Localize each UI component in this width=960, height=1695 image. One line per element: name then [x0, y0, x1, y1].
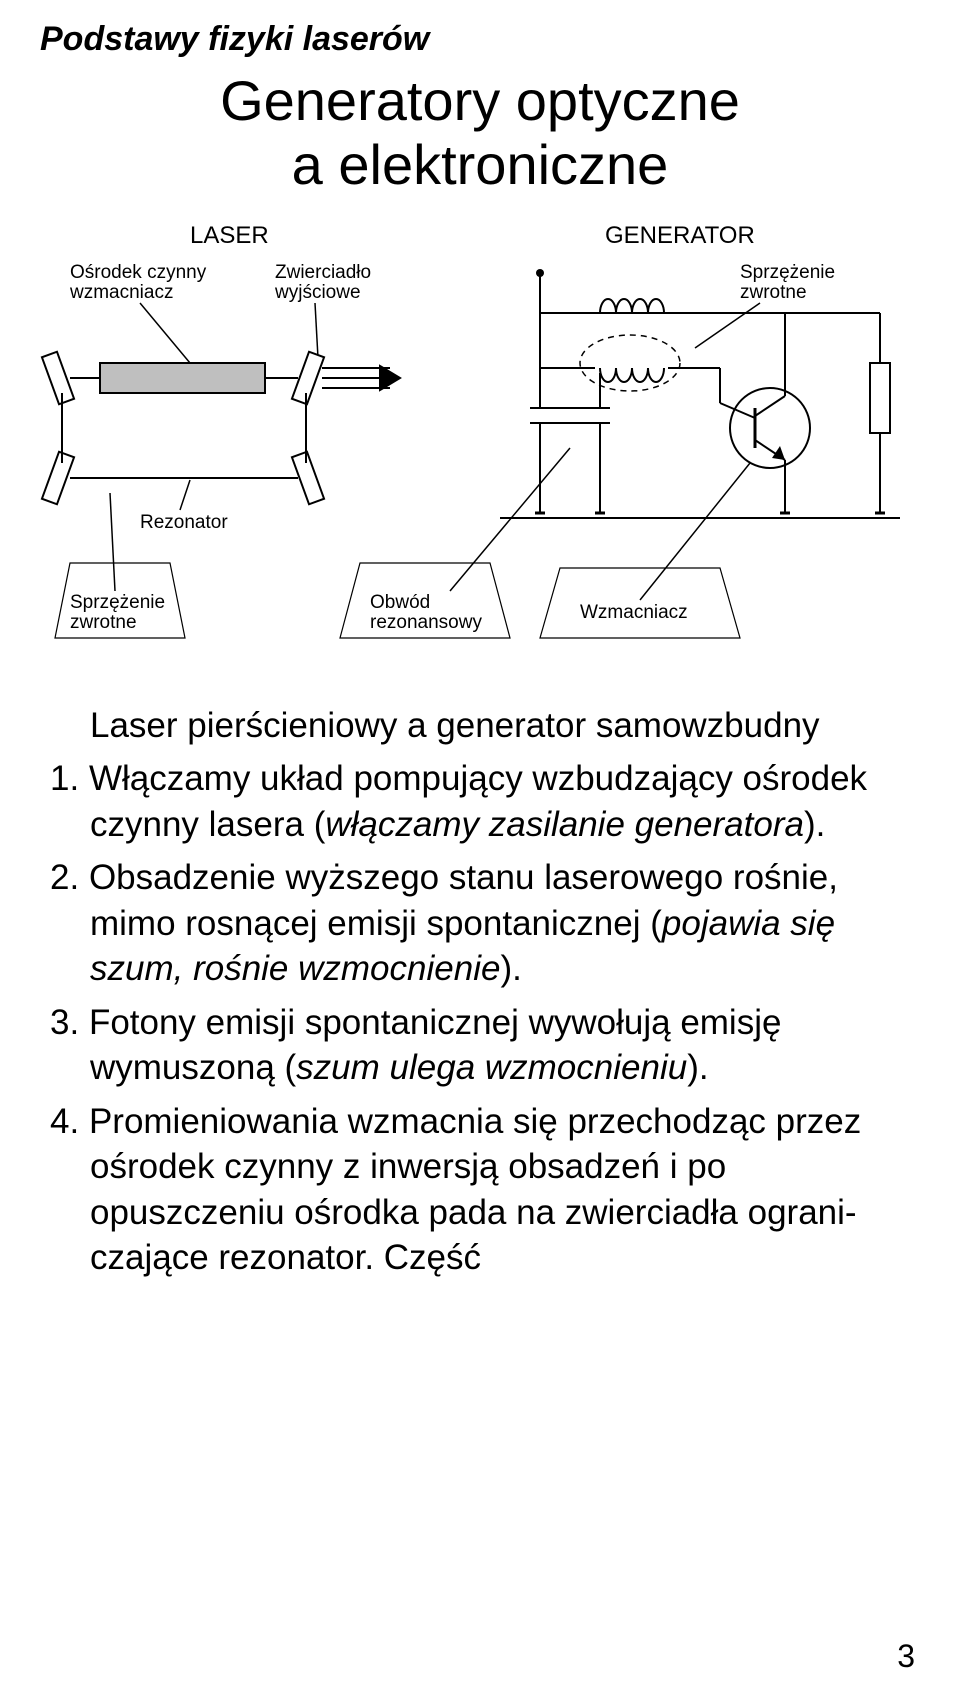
running-header: Podstawy fizyki laserów — [40, 20, 920, 59]
item-4: 4. Promieniowania wzmacnia się przechodz… — [40, 1099, 920, 1281]
label-obwod-1: Obwód — [370, 592, 430, 613]
subheading: Laser pierścieniowy a generator samowzbu… — [40, 703, 920, 749]
item-2-number: 2. — [50, 858, 79, 897]
item-4-number: 4. — [50, 1102, 79, 1141]
diagram: LASER GENERATOR Ośrodek czynny wzmacniac… — [40, 218, 920, 678]
title-line-2: a elektroniczne — [292, 133, 669, 196]
label-wzmacniacz: Wzmacniacz — [580, 602, 688, 623]
label-osrodek-2: wzmacniacz — [69, 282, 173, 303]
item-2-text-c: ). — [500, 949, 521, 988]
label-generator: GENERATOR — [605, 222, 755, 249]
item-3-text-b: szum ulega wzmocnieniu — [296, 1048, 687, 1087]
label-sprzezenie-bot-2: zwrotne — [70, 612, 137, 633]
item-1-number: 1. — [50, 759, 79, 798]
item-2: 2. Obsadzenie wyższego stanu laserowego … — [40, 855, 920, 992]
item-1: 1. Włączamy układ pompujący wzbudzający … — [40, 756, 920, 847]
item-3: 3. Fotony emisji spontanicznej wywołują … — [40, 1000, 920, 1091]
page-title: Generatory optyczne a elektroniczne — [40, 69, 920, 198]
label-laser: LASER — [190, 222, 269, 249]
label-obwod-2: rezonansowy — [370, 612, 482, 633]
item-4-text-a: Promieniowania wzmacnia się przechodząc … — [89, 1102, 861, 1278]
label-sprzezenie2: zwrotne — [740, 282, 807, 303]
item-3-number: 3. — [50, 1003, 79, 1042]
label-rezonator: Rezonator — [140, 512, 228, 533]
title-line-1: Generatory optyczne — [220, 69, 740, 132]
item-1-text-c: ). — [804, 805, 825, 844]
label-zwierciadlo_l2: wyjściowe — [274, 282, 361, 303]
label-sprzezenie-bot-1: Sprzężenie — [70, 592, 165, 613]
label-zwierciadlo-1: Zwierciadło — [275, 262, 371, 283]
label-osrodek-1: Ośrodek czynny — [70, 262, 207, 283]
page-number: 3 — [897, 1638, 915, 1675]
item-3-text-c: ). — [687, 1048, 708, 1087]
label-sprzezenie-1: Sprzężenie — [740, 262, 835, 283]
item-1-text-b: włączamy zasilanie generatora — [325, 805, 804, 844]
